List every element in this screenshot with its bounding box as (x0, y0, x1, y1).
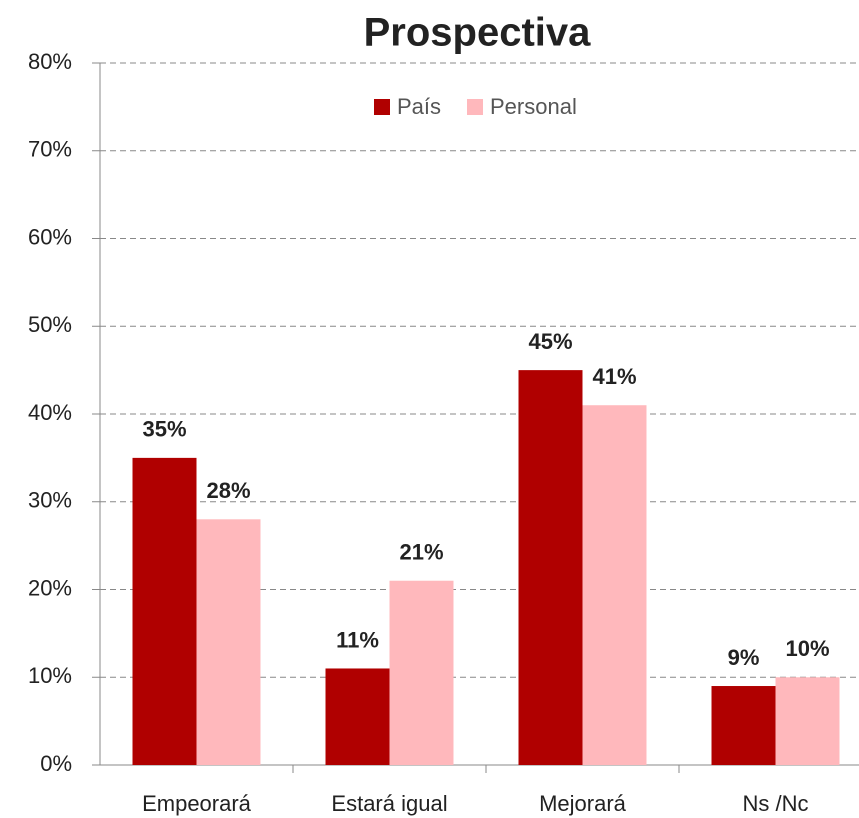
legend-swatch (467, 99, 483, 115)
y-tick-label: 20% (28, 575, 72, 600)
bar (389, 580, 454, 765)
value-label: 21% (399, 540, 443, 565)
value-label: 41% (592, 364, 636, 389)
x-tick-label: Empeorará (142, 791, 252, 816)
y-tick-label: 40% (28, 400, 72, 425)
value-label: 9% (728, 645, 760, 670)
bar (196, 519, 261, 765)
bar (132, 457, 197, 765)
y-tick-label: 60% (28, 224, 72, 249)
legend-swatch (374, 99, 390, 115)
chart-title: Prospectiva (364, 11, 592, 55)
value-label: 11% (336, 627, 379, 652)
value-label: 10% (785, 636, 829, 661)
y-tick-label: 0% (40, 751, 72, 776)
y-tick-label: 10% (28, 663, 72, 688)
y-tick-label: 30% (28, 488, 72, 513)
legend-label: Personal (490, 94, 577, 119)
value-label: 28% (206, 478, 250, 503)
x-tick-label: Estará igual (331, 791, 447, 816)
x-tick-label: Ns /Nc (743, 791, 809, 816)
y-tick-label: 70% (28, 137, 72, 162)
bar (325, 668, 390, 765)
legend-label: País (397, 94, 441, 119)
y-tick-label: 50% (28, 312, 72, 337)
x-tick-label: Mejorará (539, 791, 627, 816)
bar (582, 405, 647, 765)
value-label: 45% (528, 329, 572, 354)
bar (775, 677, 840, 765)
bar (711, 686, 776, 765)
y-tick-label: 80% (28, 49, 72, 74)
value-label: 35% (142, 417, 186, 442)
bar (518, 370, 583, 765)
